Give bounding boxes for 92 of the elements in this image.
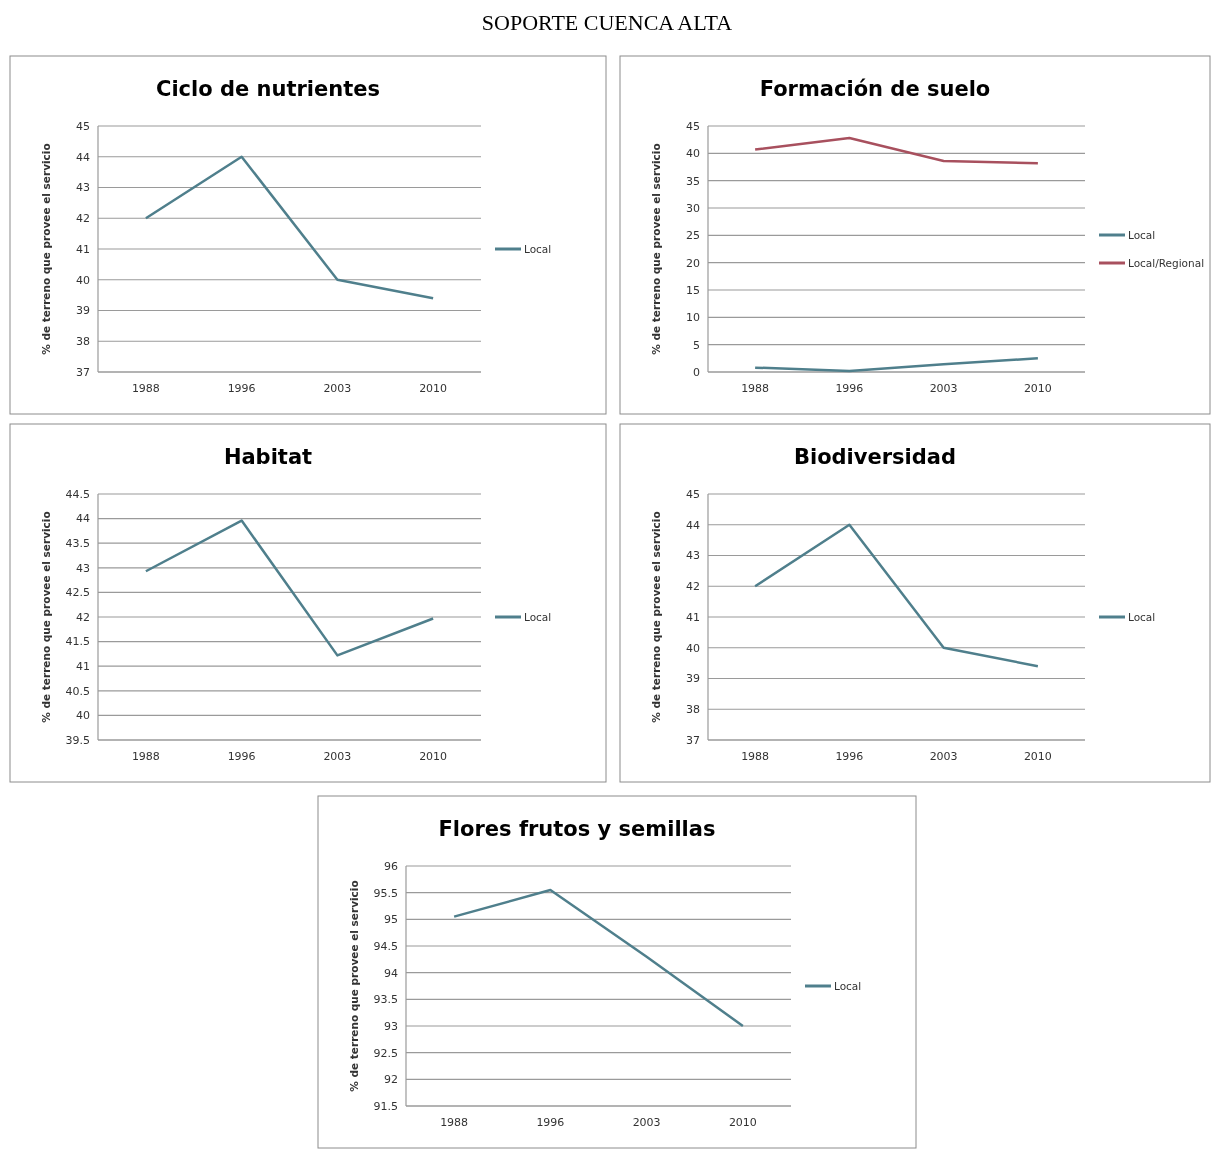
line-series	[753, 523, 1040, 668]
y-tick-label: 37	[686, 733, 700, 747]
legend-label: Local	[1128, 228, 1156, 241]
legend-label: Local/Regional	[1128, 256, 1205, 269]
x-tick-label: 2003	[323, 382, 352, 395]
x-tick-label: 2003	[929, 750, 958, 763]
y-tick-label: 43	[686, 549, 700, 563]
y-tick-label: 96	[384, 859, 398, 873]
y-tick-label: 43.5	[65, 537, 90, 551]
chart-title: Habitat	[223, 445, 313, 469]
y-tick-label: 91.5	[373, 1099, 398, 1113]
y-tick-label: 15	[686, 283, 700, 297]
y-tick-label: 95.5	[373, 886, 398, 900]
legend-label: Local	[524, 242, 552, 255]
y-tick-label: 41.5	[65, 635, 90, 649]
y-tick-label: 42.5	[65, 586, 90, 600]
y-tick-label: 38	[76, 335, 90, 349]
y-tick-label: 38	[686, 703, 700, 717]
y-tick-label: 40	[76, 709, 90, 723]
y-tick-label: 93.5	[373, 993, 398, 1007]
y-tick-label: 44	[686, 518, 700, 532]
y-tick-label: 45	[76, 119, 90, 133]
x-tick-label: 1988	[131, 382, 160, 395]
legend-label: Local	[1128, 610, 1156, 623]
y-tick-label: 40.5	[65, 684, 90, 698]
x-tick-label: 1996	[227, 750, 256, 763]
x-tick-label: 2010	[1023, 750, 1052, 763]
x-tick-label: 2003	[323, 750, 352, 763]
y-tick-label: 41	[76, 660, 90, 674]
y-tick-label: 94	[384, 966, 398, 980]
y-tick-label: 43	[76, 181, 90, 195]
y-axis-title: % de terreno que provee el servicio	[650, 511, 662, 723]
y-tick-label: 30	[686, 201, 700, 215]
y-tick-label: 39.5	[65, 733, 90, 747]
y-tick-label: 93	[384, 1019, 398, 1033]
x-tick-label: 1996	[227, 382, 256, 395]
chart-title: Biodiversidad	[793, 445, 957, 469]
y-tick-label: 45	[686, 119, 700, 133]
y-tick-label: 41	[686, 610, 700, 624]
x-tick-label: 2010	[728, 1116, 757, 1129]
line-series	[144, 519, 435, 657]
y-tick-label: 44	[76, 512, 90, 526]
x-tick-label: 2010	[1023, 382, 1052, 395]
y-tick-label: 37	[76, 365, 90, 379]
y-tick-label: 20	[686, 256, 700, 270]
x-tick-label: 2010	[419, 750, 448, 763]
line-series	[753, 357, 1040, 373]
x-tick-label: 2003	[632, 1116, 661, 1129]
y-tick-label: 44	[76, 150, 90, 164]
y-axis-title: % de terreno que provee el servicio	[40, 511, 52, 723]
x-tick-label: 1996	[835, 750, 864, 763]
y-tick-label: 42	[76, 212, 90, 226]
y-tick-label: 25	[686, 229, 700, 243]
line-series	[753, 136, 1040, 165]
y-tick-label: 35	[686, 174, 700, 188]
y-tick-label: 43	[76, 561, 90, 575]
x-tick-label: 1988	[440, 1116, 469, 1129]
y-tick-label: 39	[76, 304, 90, 318]
x-tick-label: 1988	[741, 382, 770, 395]
x-tick-label: 2003	[929, 382, 958, 395]
y-tick-label: 92.5	[373, 1046, 398, 1060]
x-tick-label: 1996	[536, 1116, 565, 1129]
chart-title: Ciclo de nutrientes	[155, 77, 381, 101]
line-series	[452, 888, 745, 1028]
y-tick-label: 40	[686, 641, 700, 655]
y-tick-label: 40	[686, 147, 700, 161]
x-tick-label: 1996	[835, 382, 864, 395]
y-tick-label: 92	[384, 1073, 398, 1087]
y-tick-label: 44.5	[65, 487, 90, 501]
y-tick-label: 39	[686, 672, 700, 686]
y-tick-label: 95	[384, 913, 398, 927]
y-tick-label: 42	[76, 610, 90, 624]
x-tick-label: 2010	[419, 382, 448, 395]
x-tick-label: 1988	[741, 750, 770, 763]
y-tick-label: 45	[686, 487, 700, 501]
y-axis-title: % de terreno que provee el servicio	[348, 880, 360, 1092]
y-tick-label: 41	[76, 242, 90, 256]
text: SOPORTE CUENCA ALTA	[481, 10, 733, 35]
y-axis-title: % de terreno que provee el servicio	[650, 143, 662, 355]
legend-label: Local	[524, 610, 552, 623]
y-tick-label: 0	[693, 365, 700, 379]
chart-title: Formación de suelo	[759, 77, 991, 101]
y-tick-label: 10	[686, 311, 700, 325]
y-tick-label: 94.5	[373, 939, 398, 953]
y-tick-label: 5	[693, 338, 700, 352]
x-tick-label: 1988	[131, 750, 160, 763]
y-tick-label: 40	[76, 273, 90, 287]
line-series	[144, 155, 435, 300]
chart-title: Flores frutos y semillas	[438, 817, 716, 841]
legend-label: Local	[834, 979, 862, 992]
y-tick-label: 42	[686, 580, 700, 594]
y-axis-title: % de terreno que provee el servicio	[40, 143, 52, 355]
